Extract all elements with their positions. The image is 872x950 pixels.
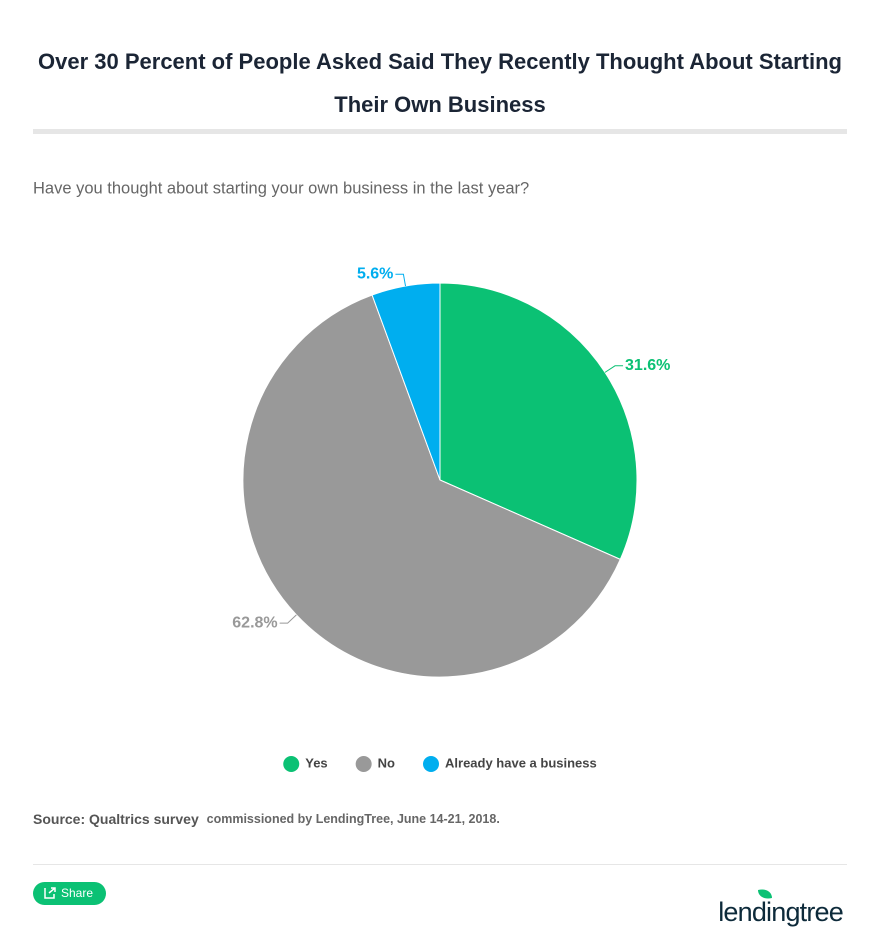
pie-slice	[439, 282, 638, 561]
share-label[interactable]: Share	[61, 886, 93, 900]
legend-item: No	[355, 755, 395, 772]
title-box: Over 30 Percent of People Asked Said The…	[38, 49, 842, 117]
legend-label: No	[378, 755, 395, 770]
logo-leaf	[758, 889, 772, 899]
leader-line	[395, 273, 407, 287]
source-note: commissioned by LendingTree, June 14-21,…	[207, 812, 500, 826]
legend-swatch	[355, 756, 372, 772]
legend-item: Already have a business	[423, 755, 597, 772]
data-label: 31.6%	[625, 357, 670, 374]
legend-swatch	[283, 756, 300, 772]
data-label: 5.6%	[357, 265, 393, 282]
footer-rule	[33, 864, 847, 865]
share-icon	[44, 887, 56, 899]
leader-line	[604, 365, 624, 373]
subtitle: Have you thought about starting your own…	[33, 179, 529, 197]
source-label: Source: Qualtrics survey	[33, 811, 199, 827]
logo: lendingtree	[718, 897, 843, 927]
leader-line	[279, 614, 297, 624]
source: Source: Qualtrics survey commissioned by…	[33, 811, 500, 827]
legend-label: Already have a business	[445, 755, 597, 770]
pie-slice	[242, 294, 621, 678]
data-label: 62.8%	[232, 614, 277, 631]
legend-label: Yes	[305, 755, 327, 770]
legend-swatch	[423, 756, 440, 772]
title-rule	[33, 129, 847, 134]
legend-item: Yes	[283, 755, 328, 772]
chart-title: Over 30 Percent of People Asked Said The…	[38, 49, 842, 117]
share-button[interactable]: Share	[33, 882, 106, 905]
